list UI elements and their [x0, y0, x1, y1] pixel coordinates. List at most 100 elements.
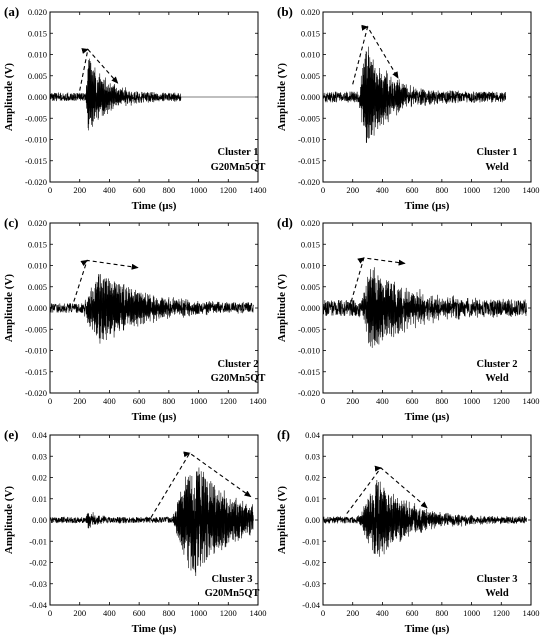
y-tick-label: 0.04 — [32, 430, 48, 440]
x-tick-label: 200 — [73, 185, 86, 195]
x-tick-label: 600 — [133, 396, 146, 406]
x-tick-label: 800 — [435, 396, 448, 406]
material-annotation: Weld — [485, 162, 508, 173]
y-tick-label: -0.01 — [29, 536, 47, 546]
x-axis-title: Time (μs) — [405, 623, 450, 635]
y-tick-label: -0.010 — [25, 346, 47, 356]
x-tick-label: 800 — [162, 396, 175, 406]
x-axis-title: Time (μs) — [132, 200, 177, 212]
x-axis-title: Time (μs) — [405, 200, 450, 212]
y-tick-label: -0.005 — [298, 113, 320, 123]
y-axis-title: Amplitude (V) — [3, 486, 15, 554]
x-tick-label: 1400 — [523, 396, 540, 406]
y-tick-label: 0.010 — [28, 50, 47, 60]
x-tick-label: 0 — [321, 396, 325, 406]
panel-e: 0 200 400 600 800 1000 1200 1400 -0.04 -0.03 -0.02… — [3, 427, 267, 635]
y-tick-label: -0.020 — [298, 388, 320, 398]
x-tick-label: 0 — [321, 185, 325, 195]
y-tick-label: 0.00 — [305, 515, 320, 525]
x-tick-label: 1000 — [190, 608, 207, 618]
cluster-annotation: Cluster 3 — [477, 574, 518, 585]
x-tick-label: 1000 — [463, 185, 480, 195]
x-tick-label: 200 — [73, 396, 86, 406]
y-tick-label: -0.010 — [298, 346, 320, 356]
x-tick-label: 200 — [346, 185, 359, 195]
x-axis-title: Time (μs) — [132, 623, 177, 635]
panel-label: (a) — [4, 4, 19, 19]
cluster-annotation: Cluster 1 — [477, 147, 518, 158]
x-tick-label: 400 — [376, 608, 389, 618]
y-tick-label: 0.020 — [301, 7, 320, 17]
panel-label: (f) — [277, 427, 290, 442]
y-tick-label: 0.005 — [301, 71, 320, 81]
y-tick-label: -0.020 — [298, 177, 320, 187]
y-tick-label: -0.020 — [25, 177, 47, 187]
y-tick-label: -0.015 — [25, 367, 47, 377]
x-tick-label: 0 — [321, 608, 325, 618]
y-tick-label: 0.005 — [28, 71, 47, 81]
panel-label: (c) — [4, 215, 18, 230]
y-tick-label: 0.010 — [301, 50, 320, 60]
x-tick-label: 1200 — [220, 608, 237, 618]
panel-d: 0 200 400 600 800 1000 1200 1400 -0.020 -0.015 -0.… — [276, 215, 540, 423]
y-tick-label: -0.015 — [298, 156, 320, 166]
x-axis-title: Time (μs) — [405, 411, 450, 423]
panel-label: (d) — [277, 215, 293, 230]
y-tick-label: 0.04 — [305, 430, 321, 440]
x-tick-label: 1200 — [493, 185, 510, 195]
x-tick-label: 0 — [48, 396, 52, 406]
y-tick-label: 0.010 — [301, 261, 320, 271]
y-tick-label: -0.02 — [29, 558, 47, 568]
y-tick-label: 0.015 — [301, 28, 320, 38]
cluster-annotation: Cluster 2 — [477, 359, 518, 370]
panel-label: (b) — [277, 4, 293, 19]
x-tick-label: 1000 — [190, 396, 207, 406]
waveform-series — [49, 274, 254, 344]
y-tick-label: 0.01 — [32, 494, 47, 504]
panel-b: 0 200 400 600 800 1000 1200 1400 -0.020 -0.015 -0.… — [276, 4, 540, 212]
x-tick-label: 400 — [103, 396, 116, 406]
x-tick-label: 400 — [376, 185, 389, 195]
y-tick-label: -0.015 — [25, 156, 47, 166]
y-tick-label: 0.020 — [28, 218, 47, 228]
x-tick-label: 0 — [48, 608, 52, 618]
x-tick-label: 800 — [435, 608, 448, 618]
x-axis-title: Time (μs) — [132, 411, 177, 423]
cluster-annotation: Cluster 2 — [218, 359, 259, 370]
x-tick-label: 600 — [406, 396, 419, 406]
x-tick-label: 800 — [162, 185, 175, 195]
cluster-annotation: Cluster 1 — [218, 147, 259, 158]
x-tick-label: 1000 — [463, 396, 480, 406]
x-tick-label: 600 — [133, 185, 146, 195]
x-tick-label: 800 — [435, 185, 448, 195]
y-tick-label: 0.000 — [28, 92, 47, 102]
y-axis-title: Amplitude (V) — [276, 486, 288, 554]
waveform-series — [49, 58, 256, 131]
x-tick-label: 1000 — [190, 185, 207, 195]
x-tick-label: 800 — [162, 608, 175, 618]
panel-c: 0 200 400 600 800 1000 1200 1400 -0.020 -0.015 -0.… — [3, 215, 267, 423]
y-tick-label: 0.000 — [28, 303, 47, 313]
y-axis-title: Amplitude (V) — [276, 63, 288, 131]
x-tick-label: 400 — [103, 185, 116, 195]
x-tick-label: 400 — [103, 608, 116, 618]
waveform-series — [49, 467, 254, 576]
x-tick-label: 1400 — [523, 608, 540, 618]
envelope-arrow — [79, 48, 119, 91]
panel-f: 0 200 400 600 800 1000 1200 1400 -0.04 -0.03 -0.02… — [276, 427, 540, 635]
y-axis-title: Amplitude (V) — [3, 63, 15, 131]
x-tick-label: 200 — [346, 396, 359, 406]
waveform-series — [322, 267, 527, 348]
y-tick-label: 0.00 — [32, 515, 47, 525]
x-tick-label: 1200 — [493, 396, 510, 406]
material-annotation: G20Mn5QT — [211, 373, 266, 384]
y-tick-label: 0.01 — [305, 494, 320, 504]
envelope-arrow — [73, 259, 139, 302]
panel-a: 0 200 400 600 800 1000 1200 1400 -0.020 -0.015 -0.… — [3, 4, 267, 212]
y-tick-label: 0.005 — [301, 282, 320, 292]
x-tick-label: 1400 — [523, 185, 540, 195]
x-tick-label: 1200 — [220, 185, 237, 195]
y-axis-title: Amplitude (V) — [3, 274, 15, 342]
envelope-arrow — [352, 24, 399, 85]
